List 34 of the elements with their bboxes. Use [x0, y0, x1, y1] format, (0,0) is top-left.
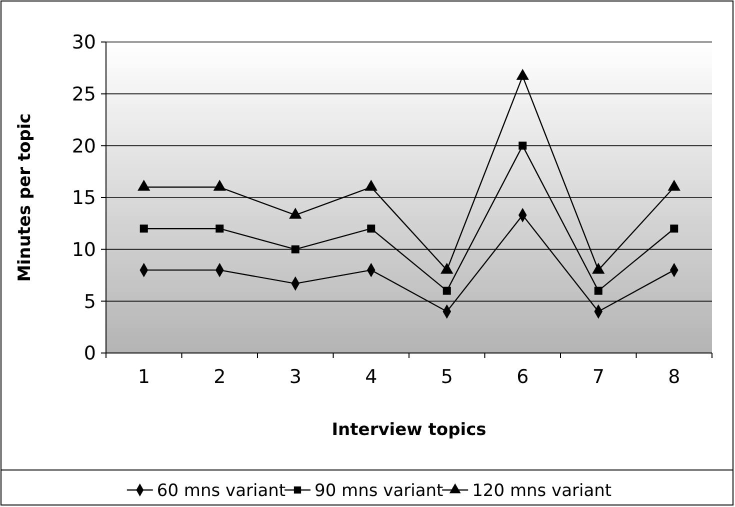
y-tick-label: 0 — [84, 342, 96, 365]
y-tick-label: 15 — [72, 187, 96, 210]
y-tick-label: 25 — [72, 83, 96, 106]
legend-label: 60 mns variant — [156, 480, 286, 501]
x-tick-label: 2 — [214, 366, 226, 388]
x-tick-label: 6 — [516, 366, 529, 388]
x-tick-label: 8 — [668, 366, 680, 388]
point — [213, 180, 226, 191]
y-axis-title: Minutes per topic — [15, 113, 35, 282]
x-tick-label: 5 — [440, 366, 453, 388]
point — [516, 68, 529, 80]
legend-label: 90 mns variant — [314, 480, 444, 501]
point — [140, 224, 148, 233]
x-tick-label: 1 — [138, 366, 150, 388]
point — [291, 245, 300, 254]
y-tick-label: 30 — [72, 32, 96, 54]
x-tick-label: 7 — [592, 366, 604, 388]
point — [442, 286, 451, 295]
legend-label: 120 mns variant — [472, 480, 612, 501]
x-tick-label: 3 — [289, 366, 302, 388]
y-tick-label: 5 — [84, 290, 96, 313]
point — [518, 142, 527, 150]
point — [668, 180, 680, 191]
x-tick-label: 4 — [365, 366, 378, 388]
point — [367, 224, 376, 233]
y-tick-label: 10 — [72, 238, 96, 261]
point — [138, 180, 150, 191]
point — [594, 286, 602, 295]
x-axis-title: Interview topics — [332, 420, 486, 440]
point — [670, 224, 678, 233]
point — [216, 224, 224, 233]
point — [289, 208, 302, 219]
point — [364, 180, 378, 191]
y-tick-label: 20 — [72, 135, 96, 158]
